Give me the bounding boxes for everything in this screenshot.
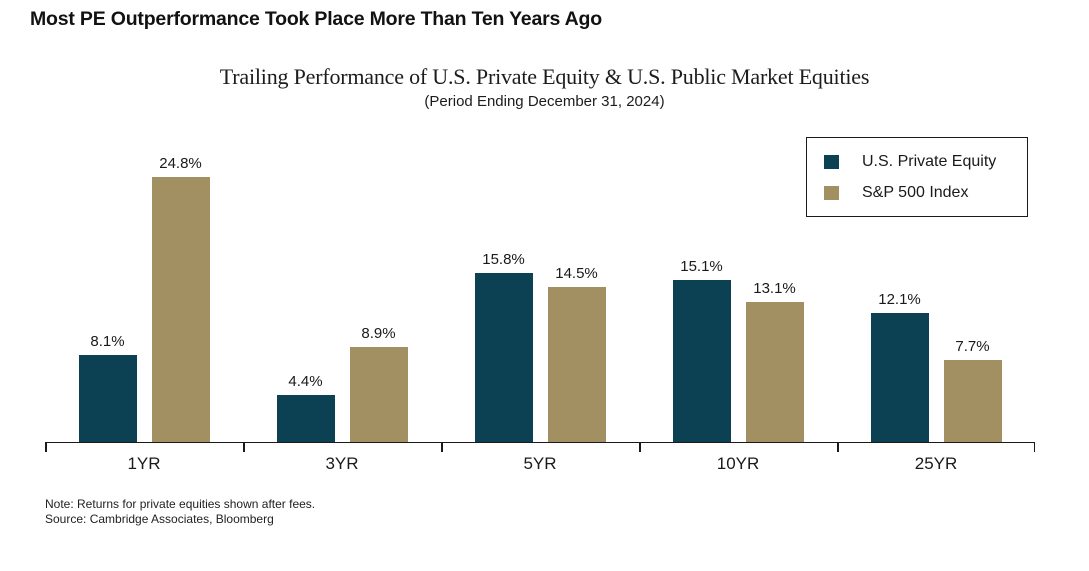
x-axis-tick bbox=[837, 442, 839, 452]
bar: 13.1% bbox=[745, 280, 804, 442]
bar: 15.1% bbox=[672, 258, 731, 442]
legend-item-private-equity: U.S. Private Equity bbox=[824, 153, 1027, 171]
bar: 4.4% bbox=[276, 373, 335, 442]
bar: 12.1% bbox=[870, 291, 929, 442]
x-axis-label: 5YR bbox=[523, 454, 557, 473]
chart-footnotes: Note: Returns for private equities shown… bbox=[45, 497, 315, 527]
x-axis-label: 10YR bbox=[716, 454, 760, 473]
x-axis-tick bbox=[1033, 442, 1035, 452]
bar: 14.5% bbox=[547, 265, 606, 442]
bar: 8.9% bbox=[349, 325, 408, 442]
sp500-swatch-icon bbox=[824, 185, 839, 200]
bar-value-label: 14.5% bbox=[555, 264, 598, 282]
x-axis-tick bbox=[243, 442, 245, 452]
legend-label: S&P 500 Index bbox=[862, 183, 969, 201]
source-text: Source: Cambridge Associates, Bloomberg bbox=[45, 512, 274, 526]
chart-subtitle: (Period Ending December 31, 2024) bbox=[424, 93, 665, 110]
bar-group: 15.1% 13.1% 10YR bbox=[639, 142, 837, 473]
bar-value-label: 8.9% bbox=[361, 324, 396, 342]
bar: 24.8% bbox=[151, 155, 210, 442]
chart-title: Trailing Performance of U.S. Private Equ… bbox=[219, 64, 870, 89]
bar-group: 12.1% 7.7% 25YR bbox=[837, 142, 1035, 473]
bar-group: 8.1% 24.8% 1YR bbox=[45, 142, 243, 473]
legend-item-sp500: S&P 500 Index bbox=[824, 184, 1027, 202]
page-title: Most PE Outperformance Took Place More T… bbox=[30, 8, 602, 30]
bar: 15.8% bbox=[474, 251, 533, 442]
x-axis-tick bbox=[639, 442, 641, 452]
bar-value-label: 15.8% bbox=[482, 250, 525, 268]
plot-area: 8.1% 24.8% 1YR 4.4% 8.9% 3YR 15.8% 14.5% 5YR 15.1… bbox=[45, 142, 1035, 473]
x-axis-label: 25YR bbox=[914, 454, 958, 473]
x-axis-label: 3YR bbox=[325, 454, 359, 473]
bar: 7.7% bbox=[943, 338, 1002, 442]
legend-label: U.S. Private Equity bbox=[862, 152, 997, 170]
bar-value-label: 12.1% bbox=[878, 290, 921, 308]
legend: U.S. Private Equity S&P 500 Index bbox=[806, 137, 1028, 217]
bar-value-label: 7.7% bbox=[955, 337, 990, 355]
bar-value-label: 8.1% bbox=[90, 333, 125, 351]
bar-value-label: 4.4% bbox=[288, 372, 323, 390]
private-equity-swatch-icon bbox=[824, 154, 839, 169]
bar-group: 4.4% 8.9% 3YR bbox=[243, 142, 441, 473]
x-axis-tick bbox=[45, 442, 47, 452]
note-text: Note: Returns for private equities shown… bbox=[45, 497, 316, 511]
bar-group: 15.8% 14.5% 5YR bbox=[441, 142, 639, 473]
bar-value-label: 24.8% bbox=[159, 154, 202, 172]
bar: 8.1% bbox=[78, 333, 137, 442]
x-axis-label: 1YR bbox=[127, 454, 161, 473]
x-axis-tick bbox=[441, 442, 443, 452]
bar-value-label: 15.1% bbox=[680, 258, 723, 276]
bar-value-label: 13.1% bbox=[753, 279, 796, 297]
